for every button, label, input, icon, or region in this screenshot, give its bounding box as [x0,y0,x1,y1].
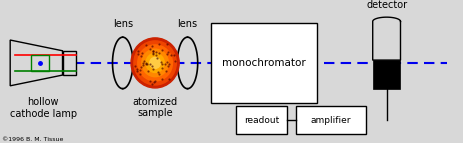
Ellipse shape [134,41,176,85]
Text: atomized
sample: atomized sample [132,97,178,118]
FancyBboxPatch shape [373,60,400,89]
Polygon shape [63,51,76,75]
Text: ©1996 B. M. Tissue: ©1996 B. M. Tissue [2,137,64,142]
Ellipse shape [146,53,164,72]
Text: lens: lens [177,19,198,29]
Text: hollow
cathode lamp: hollow cathode lamp [10,97,77,119]
Polygon shape [10,40,63,86]
Text: monochromator: monochromator [222,58,306,68]
Ellipse shape [142,49,169,77]
Text: lens: lens [113,19,133,29]
Text: amplifier: amplifier [311,116,351,125]
FancyBboxPatch shape [236,106,287,134]
Ellipse shape [131,38,179,88]
Ellipse shape [138,45,172,81]
Text: detector: detector [366,0,407,10]
FancyBboxPatch shape [211,23,317,103]
Ellipse shape [150,57,160,68]
FancyBboxPatch shape [296,106,366,134]
Text: readout: readout [244,116,279,125]
